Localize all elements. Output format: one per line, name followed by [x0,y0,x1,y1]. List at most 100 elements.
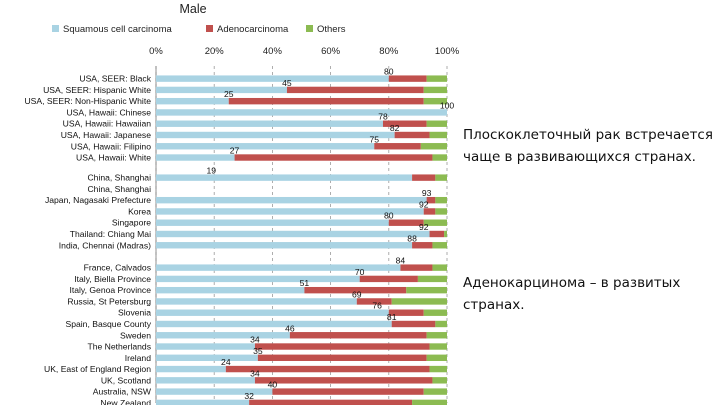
row-label: UK, East of England Region [44,364,151,374]
bar-segment [156,275,360,283]
bar-segment [423,388,447,395]
bar-segment [406,286,447,294]
tick-label-0: 0% [149,46,163,57]
legend-swatch-1 [206,25,213,32]
bar-segment [394,131,430,139]
bar-value-label: 27 [230,146,240,156]
bar-value-label: 34 [250,335,260,345]
bar-segment [289,332,427,339]
bar-value-label: 93 [422,188,432,198]
bar-segment [254,343,430,350]
bar-segment [228,97,424,105]
row-label: USA, SEER: Black [79,74,151,84]
row-label: UK, Scotland [101,375,151,385]
row-label: Sweden [120,330,151,340]
note-adenocarcinoma: Аденокарцинома – в развитых странах. [463,275,681,314]
bar-value-label: 69 [352,289,362,299]
bar-segment [374,143,421,150]
bar-segment [156,377,255,384]
bar-segment [420,143,447,150]
bar-value-label: 70 [355,267,365,277]
bar-value-label: 92 [419,222,429,232]
row-label: Italy, Genoa Province [69,285,151,295]
chart-title: Male [179,2,206,16]
bar-segment [435,174,447,181]
bar-segment [249,399,413,405]
legend-swatch-2 [306,25,313,32]
row-label: USA, SEER: Hispanic White [43,85,151,95]
bar-value-label: 32 [244,391,254,401]
bar-value-label: 45 [282,78,292,88]
bar-value-label: 19 [207,166,217,176]
bar-segment [423,97,447,105]
bar-segment [156,174,413,181]
bar-segment [382,120,427,127]
bar-value-label: 88 [407,233,417,243]
row-label: USA, Hawaii: Japanese [61,130,152,140]
row-label: Russia, St Petersburg [67,296,151,306]
bar-segment [234,154,433,161]
bar-value-label: 81 [387,312,397,322]
bar-segment [156,286,305,294]
row-label: USA, Hawaii: Filipino [71,141,151,151]
bar-segment [225,365,430,373]
bar-value-label: 35 [253,346,263,356]
bar-segment [272,388,424,395]
row-label: The Netherlands [87,342,151,352]
bar-segment [388,75,427,82]
row-label: Slovenia [118,308,151,318]
chart: Male Squamous cell carcinoma Adenocarcinom… [24,2,460,405]
bar-segment [156,365,226,373]
row-label: New Zealand [100,398,151,405]
bar-segment [156,86,287,94]
bar-segment [432,154,447,161]
bar-segment [156,354,258,361]
bar-value-label: 75 [369,134,379,144]
bar-segment [156,264,401,271]
row-label: China, Shanghai [87,184,151,194]
row-label: USA, Hawaii: White [76,153,151,163]
bar-segment [156,399,250,405]
bar-segment [444,230,447,238]
bar-segment [435,320,447,328]
bar-segment [156,208,424,215]
bar-segment [429,343,447,350]
bar-segment [432,377,447,384]
row-label: USA, Hawaii: Chinese [66,107,151,117]
row-label: Korea [128,206,151,216]
tick-label-1: 20% [205,46,225,57]
bar-segment [432,242,447,249]
bar-segment [435,196,447,204]
bar-value-label: 40 [268,380,278,390]
bar-segment [417,275,447,283]
bar-value-label: 80 [384,67,394,77]
bar-segment [391,298,447,305]
bar-segment [156,343,255,350]
bar-segment [257,354,427,361]
row-label: USA, SEER: Non-Hispanic White [24,96,151,106]
bar-segment [426,120,447,127]
tick-label-5: 100% [435,46,460,57]
bar-segment [156,298,357,305]
bar-segment [156,230,430,238]
bar-segment [156,332,290,339]
bar-segment [156,97,229,105]
bar-segment [156,388,273,395]
bar-segment [156,120,383,127]
tick-label-3: 60% [321,46,341,57]
bar-segment [286,86,424,94]
bar-segment [429,365,447,373]
bar-segment [388,309,424,316]
bar-segment [412,242,433,249]
tick-label-4: 80% [379,46,399,57]
legend-label-1: Adenocarcinoma [217,24,289,35]
row-label: France, Calvados [84,263,151,273]
bar-value-label: 78 [378,112,388,122]
bar-segment [426,354,447,361]
bar-segment [423,309,447,316]
row-label: India, Chennai (Madras) [59,240,151,250]
bar-value-label: 80 [384,211,394,221]
bar-segment [391,320,436,328]
bar-segment [412,399,447,405]
row-label: China, Shanghai [87,173,151,183]
